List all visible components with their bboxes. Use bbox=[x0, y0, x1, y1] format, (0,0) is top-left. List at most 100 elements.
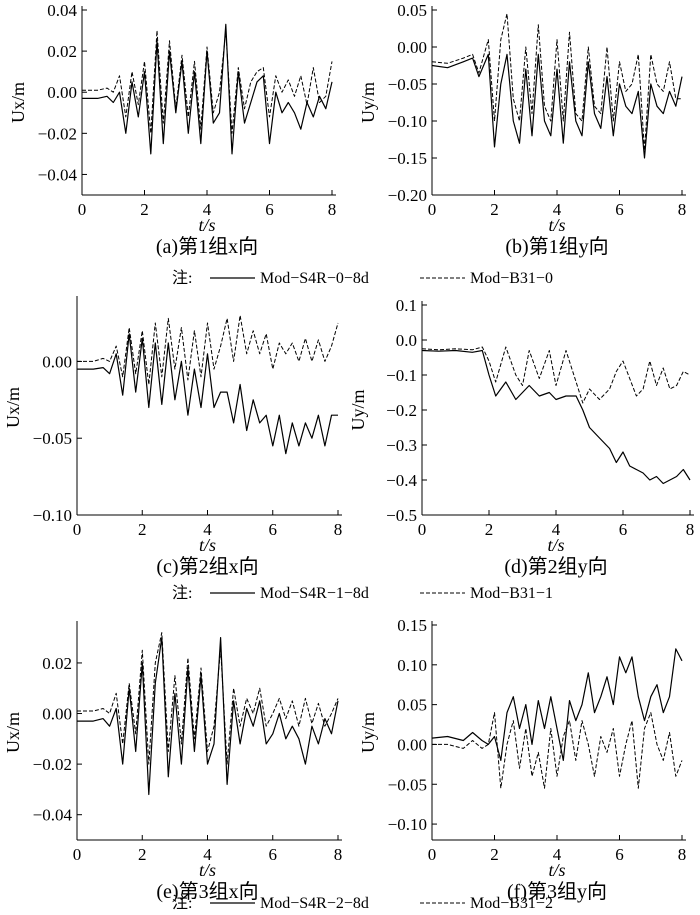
y-tick-label: −0.10 bbox=[33, 506, 72, 525]
panel-caption: (a)第1组x向 bbox=[156, 235, 258, 258]
x-tick-label: 4 bbox=[203, 845, 212, 864]
y-tick-label: −0.05 bbox=[388, 75, 427, 94]
x-tick-label: 6 bbox=[615, 200, 624, 219]
series-line-solid bbox=[82, 23, 333, 155]
y-tick-label: −0.4 bbox=[386, 471, 417, 490]
legend-dashed-label: Mod−B31−1 bbox=[470, 585, 553, 602]
legend-prefix: 注: bbox=[172, 269, 192, 287]
y-tick-label: 0.00 bbox=[42, 352, 72, 371]
y-tick-label: −0.15 bbox=[388, 149, 427, 168]
y-axis-label: Uy/m bbox=[348, 389, 368, 430]
x-tick-label: 6 bbox=[269, 520, 278, 539]
y-axis-label: Uy/m bbox=[358, 712, 378, 753]
legend-row: 注: Mod−S4R−0−8d Mod−B31−0 bbox=[172, 269, 553, 287]
x-axis-label: t/s bbox=[547, 535, 564, 555]
y-tick-label: −0.5 bbox=[386, 506, 417, 525]
panel-d: 0 2 4 6 8 0.1 0.0 −0.1 −0.2 −0.3 −0.4 −0.5 t/s Uy/m (d… bbox=[348, 296, 694, 578]
panel-a: 0 2 4 6 8 0.04 0.02 0.00 −0.02 −0.04 t/s Ux/m (a)第1组… bbox=[8, 1, 336, 258]
x-tick-label: 2 bbox=[490, 200, 499, 219]
x-tick-label: 6 bbox=[619, 520, 628, 539]
x-tick-label: 4 bbox=[203, 200, 212, 219]
y-axis-label: Ux/m bbox=[8, 82, 28, 123]
series-line-solid bbox=[77, 333, 338, 455]
panel-caption: (e)第3组x向 bbox=[156, 880, 258, 903]
legend-prefix: 注: bbox=[172, 584, 192, 602]
series-line-dashed bbox=[77, 314, 339, 385]
x-tick-label: 2 bbox=[490, 845, 499, 864]
y-tick-label: 0.00 bbox=[47, 83, 77, 102]
y-tick-label: −0.05 bbox=[388, 775, 427, 794]
y-tick-label: 0.10 bbox=[397, 656, 427, 675]
x-tick-label: 8 bbox=[678, 200, 687, 219]
y-tick-label: 0.02 bbox=[47, 42, 77, 61]
panels: 0 2 4 6 80.040.020.00−0.02−0.04t/sUx/m(a)第1组… bbox=[3, 1, 694, 903]
y-tick-label: 0.00 bbox=[42, 705, 72, 724]
panel-caption: (f)第3组y向 bbox=[507, 880, 607, 903]
series-line-dashed bbox=[421, 346, 691, 404]
y-tick-label: 0.02 bbox=[42, 654, 72, 673]
legend-dashed-label: Mod−B31−2 bbox=[470, 895, 553, 912]
series-line-solid bbox=[77, 636, 339, 796]
y-tick-label: 0.00 bbox=[397, 38, 427, 57]
legend-solid-label: Mod−S4R−0−8d bbox=[260, 270, 369, 287]
series-line-solid bbox=[421, 349, 691, 485]
x-axis-label: t/s bbox=[198, 215, 215, 235]
series-line-dashed bbox=[431, 13, 682, 152]
legend-prefix: 注: bbox=[172, 894, 192, 912]
x-axis-label: t/s bbox=[199, 535, 216, 555]
x-tick-label: 0 bbox=[78, 200, 87, 219]
y-tick-label: −0.1 bbox=[386, 366, 417, 385]
legend-row: 注: Mod−S4R−1−8d Mod−B31−1 bbox=[172, 584, 553, 602]
x-tick-label: 4 bbox=[552, 520, 561, 539]
panel-e: 0 2 4 6 8 0.02 0.00 −0.02 −0.04 t/s Ux/m (e)第3组x向 bbox=[3, 621, 342, 903]
x-tick-label: 0 bbox=[428, 845, 437, 864]
x-tick-label: 6 bbox=[615, 845, 624, 864]
x-tick-label: 8 bbox=[334, 845, 343, 864]
y-tick-label: −0.3 bbox=[386, 436, 417, 455]
y-tick-label: 0.15 bbox=[397, 616, 427, 635]
x-tick-label: 8 bbox=[328, 200, 337, 219]
x-tick-label: 4 bbox=[203, 520, 212, 539]
legend-solid-label: Mod−S4R−2−8d bbox=[260, 895, 369, 912]
panel-f: 0 2 4 6 8 0.15 0.10 0.05 0.00 −0.05 −0.10 t/s Uy/m (f… bbox=[358, 616, 686, 903]
x-tick-label: 0 bbox=[73, 520, 82, 539]
y-tick-label: 0.0 bbox=[396, 331, 417, 350]
legend-dashed-label: Mod−B31−0 bbox=[470, 270, 553, 287]
x-tick-label: 4 bbox=[553, 845, 562, 864]
x-tick-label: 8 bbox=[686, 520, 695, 539]
x-tick-label: 0 bbox=[73, 845, 82, 864]
series-line-solid bbox=[431, 648, 683, 762]
x-tick-label: 2 bbox=[485, 520, 494, 539]
y-tick-label: 0.00 bbox=[397, 735, 427, 754]
legend-row: 注: Mod−S4R−2−8d Mod−B31−2 bbox=[172, 894, 553, 912]
x-tick-label: 6 bbox=[269, 845, 278, 864]
y-axis-label: Ux/m bbox=[3, 387, 23, 428]
series-line-dashed bbox=[82, 30, 333, 134]
legend-solid-label: Mod−S4R−1−8d bbox=[260, 585, 369, 602]
x-axis-label: t/s bbox=[199, 860, 216, 880]
y-tick-label: −0.10 bbox=[388, 112, 427, 131]
x-tick-label: 8 bbox=[678, 845, 687, 864]
panel-caption: (d)第2组y向 bbox=[504, 555, 607, 578]
x-tick-label: 2 bbox=[138, 845, 147, 864]
x-axis-label: t/s bbox=[548, 215, 565, 235]
x-tick-label: 0 bbox=[428, 200, 437, 219]
legends: 注: Mod−S4R−0−8d Mod−B31−0 注: Mod−S4R−1−8d Mod… bbox=[172, 269, 553, 912]
x-tick-label: 6 bbox=[265, 200, 274, 219]
y-tick-label: −0.04 bbox=[33, 806, 73, 825]
x-tick-label: 2 bbox=[140, 200, 149, 219]
y-axis-label: Uy/m bbox=[358, 82, 378, 123]
y-tick-label: −0.02 bbox=[33, 755, 72, 774]
x-axis-label: t/s bbox=[548, 860, 565, 880]
y-tick-label: −0.20 bbox=[388, 186, 427, 205]
y-tick-label: −0.04 bbox=[38, 165, 78, 184]
y-axis-label: Ux/m bbox=[3, 712, 23, 753]
y-tick-label: −0.05 bbox=[33, 429, 72, 448]
y-tick-label: 0.04 bbox=[47, 1, 77, 20]
y-tick-label: 0.05 bbox=[397, 696, 427, 715]
series-line-solid bbox=[431, 53, 683, 159]
x-tick-label: 2 bbox=[138, 520, 147, 539]
y-tick-label: 0.05 bbox=[397, 1, 427, 20]
series-line-dashed bbox=[432, 712, 683, 789]
